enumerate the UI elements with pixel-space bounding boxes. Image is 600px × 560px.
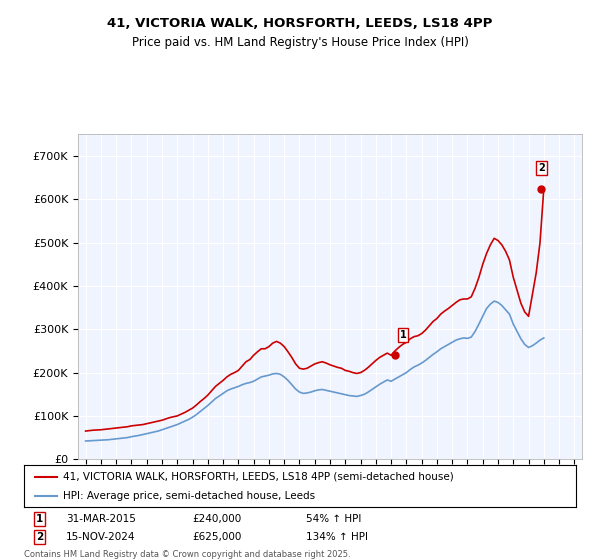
Text: 2: 2 [36,532,43,542]
Text: 41, VICTORIA WALK, HORSFORTH, LEEDS, LS18 4PP: 41, VICTORIA WALK, HORSFORTH, LEEDS, LS1… [107,17,493,30]
Text: HPI: Average price, semi-detached house, Leeds: HPI: Average price, semi-detached house,… [62,491,315,501]
Text: 134% ↑ HPI: 134% ↑ HPI [306,532,368,542]
Text: 1: 1 [36,514,43,524]
Text: Contains HM Land Registry data © Crown copyright and database right 2025.
This d: Contains HM Land Registry data © Crown c… [24,550,350,560]
Text: £625,000: £625,000 [192,532,241,542]
Text: 2: 2 [538,163,545,173]
Text: £240,000: £240,000 [192,514,241,524]
Text: 41, VICTORIA WALK, HORSFORTH, LEEDS, LS18 4PP (semi-detached house): 41, VICTORIA WALK, HORSFORTH, LEEDS, LS1… [62,472,454,482]
Text: Price paid vs. HM Land Registry's House Price Index (HPI): Price paid vs. HM Land Registry's House … [131,36,469,49]
Text: 31-MAR-2015: 31-MAR-2015 [66,514,136,524]
Text: 15-NOV-2024: 15-NOV-2024 [66,532,136,542]
Text: 54% ↑ HPI: 54% ↑ HPI [306,514,361,524]
Text: 1: 1 [400,330,406,340]
